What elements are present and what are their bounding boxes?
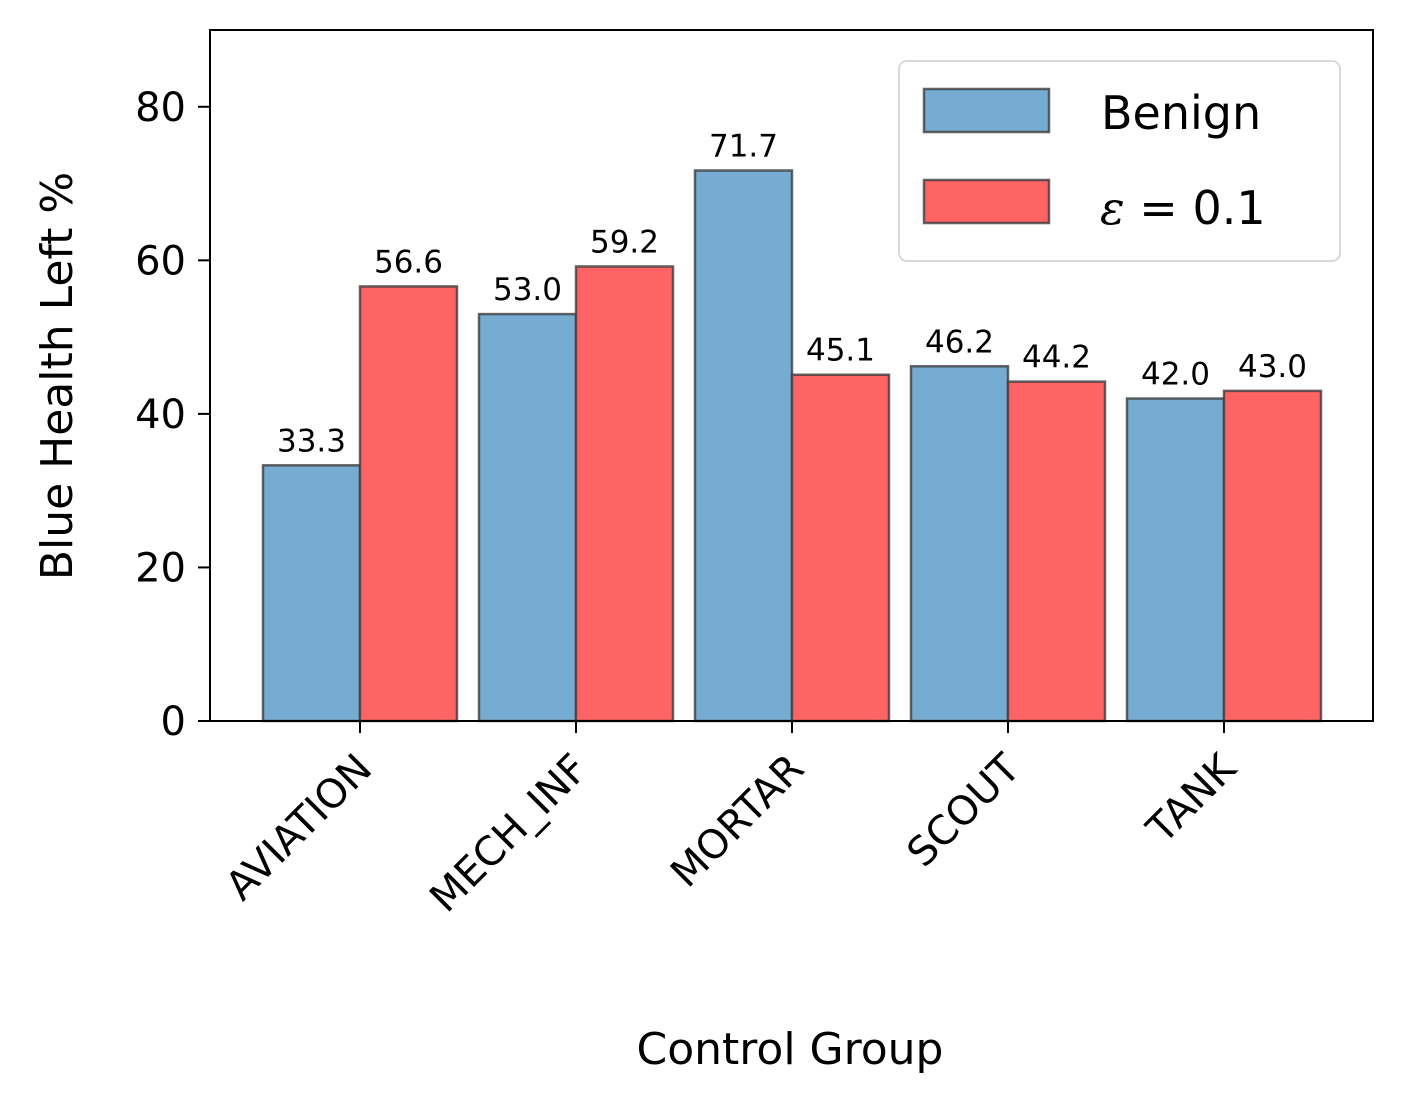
x-tick-label-tank: TANK: [1138, 744, 1247, 853]
data-label-mech_inf-series-1: 59.2: [590, 224, 659, 260]
legend-label-benign: Benign: [1101, 86, 1261, 140]
legend-swatch-benign: [922, 87, 1051, 134]
x-axis-title: Control Group: [637, 1024, 944, 1075]
y-tick-label: 0: [161, 699, 186, 745]
bar-tank-series-0: [1125, 397, 1226, 723]
bar-aviation-series-1: [358, 285, 459, 723]
bar-scout-series-0: [909, 365, 1010, 723]
data-labels-layer: 33.3 53.0 71.7 46.2 42.0 56.6 59.2 45.1 44.2 43.0: [277, 129, 1307, 460]
bar-mech_inf-series-1: [574, 265, 675, 723]
bar-aviation-series-0: [261, 464, 362, 723]
y-axis: 0 20 40 60 80: [135, 85, 210, 745]
data-label-mech_inf-series-0: 53.0: [493, 272, 562, 308]
y-tick-label: 20: [135, 545, 186, 591]
bar-tank-series-1: [1222, 389, 1323, 723]
bar-mortar-series-1: [790, 373, 891, 723]
x-tick-label-scout: SCOUT: [899, 745, 1030, 876]
legend-label-epsilon-value: = 0.1: [1125, 181, 1266, 235]
legend-label-epsilon: ε = 0.1: [1100, 181, 1266, 235]
bar-mortar-series-0: [693, 169, 794, 723]
bar-scout-series-1: [1006, 380, 1107, 723]
data-label-scout-series-0: 46.2: [925, 324, 994, 360]
bar-mech_inf-series-0: [477, 312, 578, 723]
x-tick-label-aviation: AVIATION: [217, 746, 381, 910]
data-label-aviation-series-1: 56.6: [374, 244, 443, 280]
legend-swatch-epsilon: [922, 178, 1051, 225]
data-label-mortar-series-0: 71.7: [709, 129, 778, 165]
y-axis-title: Blue Health Left %: [32, 172, 83, 580]
bars-layer: [261, 169, 1323, 723]
legend-label-epsilon-symbol: ε: [1100, 181, 1125, 235]
data-label-scout-series-1: 44.2: [1022, 340, 1091, 376]
y-tick-label: 80: [135, 85, 186, 131]
legend: Benign ε = 0.1: [898, 60, 1341, 262]
data-label-mortar-series-1: 45.1: [806, 333, 875, 369]
x-tick-label-mech_inf: MECH_INF: [421, 746, 597, 922]
y-tick-label: 60: [135, 238, 186, 284]
y-tick-label: 40: [135, 392, 186, 438]
data-label-aviation-series-0: 33.3: [277, 423, 346, 459]
x-axis: AVIATION MECH_INF MORTAR SCOUT TANK: [217, 721, 1246, 921]
x-tick-label-mortar: MORTAR: [662, 746, 813, 897]
data-label-tank-series-0: 42.0: [1141, 357, 1210, 393]
data-label-tank-series-1: 43.0: [1238, 349, 1307, 385]
